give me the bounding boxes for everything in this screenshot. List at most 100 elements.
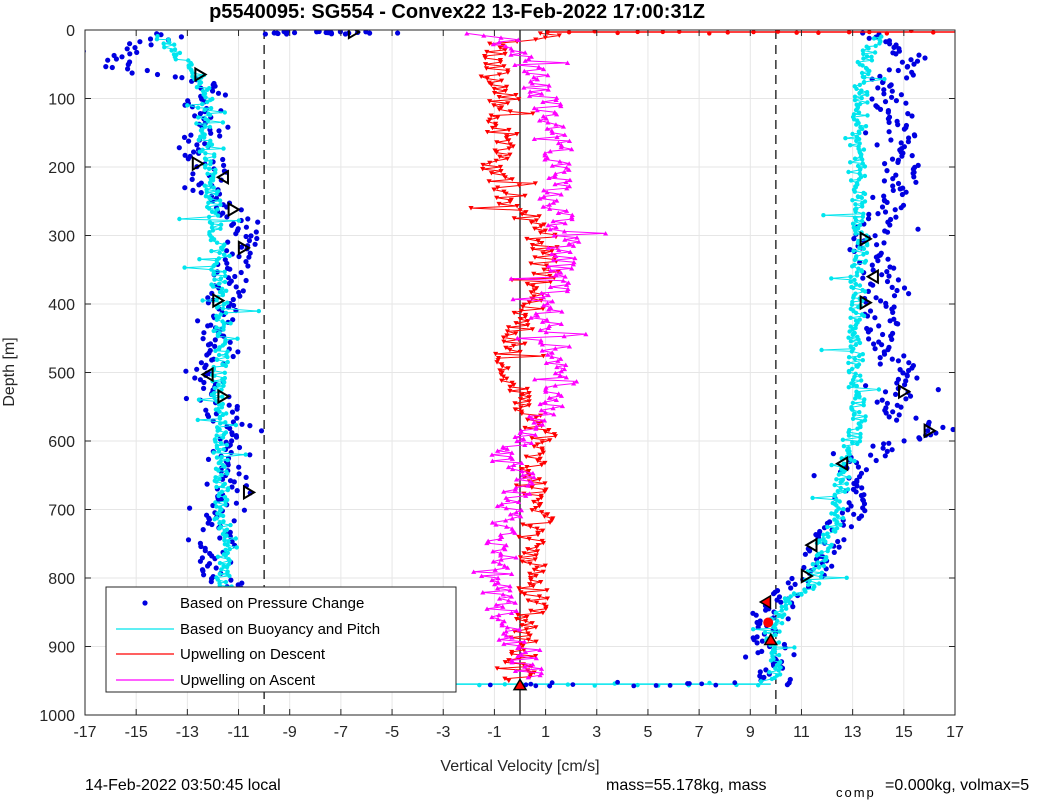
data-point: [561, 229, 568, 234]
data-point: [887, 318, 893, 324]
data-point: [205, 171, 210, 176]
data-point: [196, 397, 202, 402]
data-point: [507, 587, 513, 593]
data-point: [197, 257, 202, 262]
data-point: [853, 218, 859, 223]
data-point: [906, 360, 912, 366]
data-point: [526, 395, 532, 400]
data-point: [877, 355, 883, 361]
data-point: [836, 544, 842, 550]
data-point: [896, 48, 903, 54]
data-point: [879, 272, 885, 278]
data-point: [855, 441, 860, 447]
data-point: [233, 231, 239, 237]
data-point: [530, 284, 536, 289]
data-point: [876, 387, 882, 392]
data-point: [200, 527, 206, 533]
data-point: [859, 70, 865, 76]
data-point: [223, 363, 229, 369]
data-point: [846, 30, 852, 35]
data-point: [223, 499, 228, 504]
data-point: [503, 43, 509, 49]
data-point: [529, 327, 536, 332]
data-point: [221, 302, 227, 307]
data-point: [221, 519, 226, 524]
data-point: [533, 415, 539, 421]
data-point: [185, 156, 191, 162]
data-point: [501, 563, 508, 568]
data-point: [555, 140, 562, 146]
data-point: [895, 67, 901, 74]
data-point: [488, 113, 494, 118]
data-point: [493, 123, 499, 129]
data-point: [515, 653, 521, 659]
data-point: [201, 330, 207, 336]
data-point: [530, 111, 536, 116]
data-point: [545, 222, 551, 228]
x-tick-label: -9: [283, 724, 297, 741]
data-point: [544, 596, 551, 601]
data-point: [522, 425, 528, 431]
data-point: [496, 596, 503, 601]
data-point: [853, 342, 859, 347]
data-point: [508, 594, 515, 599]
data-point: [861, 147, 867, 152]
data-point: [492, 567, 498, 572]
data-point: [549, 298, 556, 304]
data-point: [540, 99, 546, 105]
data-point: [874, 399, 880, 405]
data-point: [218, 202, 223, 207]
data-point: [538, 495, 544, 501]
footer-mass-info: mass=55.178kg, mass: [606, 777, 767, 794]
data-point: [529, 436, 535, 441]
data-point: [496, 201, 502, 207]
data-point: [231, 302, 237, 309]
data-point: [209, 357, 215, 363]
data-point: [521, 592, 528, 597]
annotation-marker: [898, 383, 912, 400]
data-point: [225, 239, 231, 245]
data-point: [513, 509, 520, 515]
data-point: [882, 209, 889, 215]
data-point: [635, 682, 640, 688]
data-point: [182, 185, 188, 191]
data-point: [229, 539, 235, 545]
data-point: [186, 138, 192, 144]
data-point: [558, 356, 564, 361]
data-point: [214, 325, 219, 330]
data-point: [875, 211, 881, 217]
data-point: [191, 149, 197, 155]
data-point: [785, 616, 791, 622]
annotation-marker: [804, 537, 818, 553]
data-point: [216, 448, 222, 454]
data-point: [216, 460, 221, 466]
data-point: [205, 323, 211, 329]
data-point: [182, 265, 187, 270]
x-tick-label: 11: [793, 724, 810, 741]
apogee-marker: [763, 617, 774, 628]
data-point: [214, 455, 220, 460]
data-point: [552, 434, 558, 439]
data-point: [213, 210, 218, 215]
x-tick-label: -3: [436, 724, 450, 741]
data-point: [214, 305, 220, 310]
data-point: [223, 273, 228, 279]
data-point: [221, 563, 226, 569]
data-point: [222, 534, 228, 539]
data-point: [783, 599, 788, 604]
data-point: [531, 136, 537, 141]
data-point: [284, 30, 290, 35]
data-point: [784, 606, 789, 611]
data-point: [512, 487, 518, 492]
data-point: [216, 347, 222, 352]
data-point: [225, 543, 230, 548]
data-point: [564, 165, 570, 170]
data-point: [883, 303, 889, 309]
data-point: [214, 504, 219, 509]
data-point: [484, 606, 490, 611]
data-point: [530, 247, 536, 252]
data-point: [857, 245, 862, 250]
data-point: [785, 580, 791, 586]
data-point: [592, 683, 597, 688]
data-point: [900, 370, 906, 376]
